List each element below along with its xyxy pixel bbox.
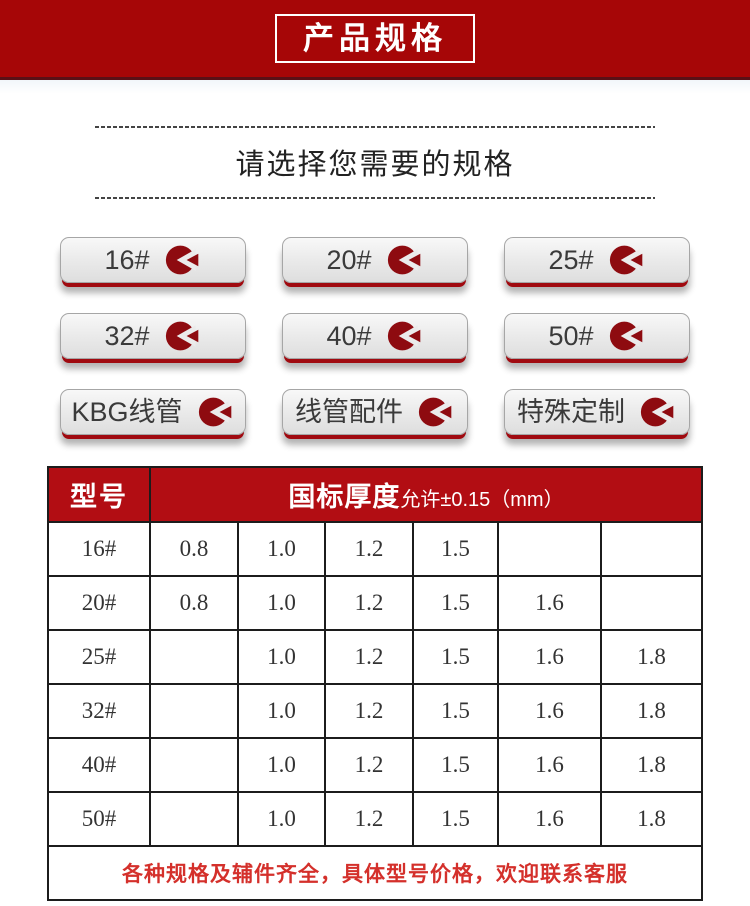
value-cell: 1.2	[323, 737, 414, 793]
spec-button-label: 25#	[548, 244, 594, 275]
table-header-row: 型号 国标厚度允许±0.15（mm）	[46, 466, 704, 523]
value-cell: 1.0	[236, 737, 326, 793]
pie-slice-icon	[197, 394, 235, 430]
value-cell: 1.2	[323, 683, 414, 739]
table-row: 32# 1.0 1.2 1.5 1.6 1.8	[46, 683, 704, 739]
value-cell	[599, 521, 704, 577]
value-cell: 1.5	[411, 683, 499, 739]
value-cell: 1.0	[236, 521, 326, 577]
pie-slice-icon	[386, 242, 424, 278]
value-cell: 1.5	[411, 791, 499, 847]
table-row: 25# 1.0 1.2 1.5 1.6 1.8	[46, 629, 704, 685]
spec-button-pipe-fittings[interactable]: 线管配件	[282, 389, 468, 435]
value-cell: 1.6	[496, 737, 602, 793]
table-footer-cell: 各种规格及辅件齐全，具体型号价格，欢迎联系客服	[46, 845, 704, 901]
spec-button-50[interactable]: 50#	[504, 313, 690, 359]
pie-slice-icon	[417, 394, 455, 430]
model-cell: 32#	[46, 683, 151, 739]
value-cell: 1.6	[496, 791, 602, 847]
spec-button-16[interactable]: 16#	[60, 237, 246, 283]
value-cell	[148, 737, 239, 793]
spec-button-label: 40#	[326, 320, 372, 351]
banner-underglow	[0, 80, 750, 94]
spec-button-40[interactable]: 40#	[282, 313, 468, 359]
dashed-divider-bottom	[95, 197, 655, 199]
spec-button-label: 20#	[326, 244, 372, 275]
model-cell: 16#	[46, 521, 151, 577]
value-cell: 1.2	[323, 575, 414, 631]
value-cell: 1.0	[236, 791, 326, 847]
value-cell: 1.0	[236, 683, 326, 739]
spec-button-25[interactable]: 25#	[504, 237, 690, 283]
spec-button-label: 50#	[548, 320, 594, 351]
thickness-tolerance: 允许±0.15（mm）	[400, 489, 564, 511]
pie-slice-icon	[608, 318, 646, 354]
model-cell: 50#	[46, 791, 151, 847]
model-cell: 40#	[46, 737, 151, 793]
spec-select-section: 请选择您需要的规格	[95, 126, 655, 199]
value-cell: 1.6	[496, 629, 602, 685]
spec-button-32[interactable]: 32#	[60, 313, 246, 359]
spec-button-label: 线管配件	[295, 396, 403, 427]
banner-title-box: 产品规格	[275, 14, 475, 63]
value-cell	[148, 629, 239, 685]
value-cell: 1.2	[323, 629, 414, 685]
value-cell: 0.8	[148, 575, 239, 631]
pie-slice-icon	[386, 318, 424, 354]
table-row: 16# 0.8 1.0 1.2 1.5	[46, 521, 704, 577]
value-cell: 1.0	[236, 629, 326, 685]
spec-button-custom[interactable]: 特殊定制	[504, 389, 690, 435]
contact-service-note: 各种规格及辅件齐全，具体型号价格，欢迎联系客服	[121, 862, 628, 886]
pie-slice-icon	[608, 242, 646, 278]
spec-button-label: KBG线管	[71, 396, 183, 427]
spec-button-grid: 16# 20# 25# 32# 40# 50# KBG线管	[60, 237, 690, 435]
spec-button-kbg-pipe[interactable]: KBG线管	[60, 389, 246, 435]
value-cell: 0.8	[148, 521, 239, 577]
table-row: 40# 1.0 1.2 1.5 1.6 1.8	[46, 737, 704, 793]
section-title: 请选择您需要的规格	[235, 149, 515, 181]
spec-button-label: 32#	[104, 320, 150, 351]
header-banner: 产品规格	[0, 0, 750, 80]
value-cell: 1.2	[323, 791, 414, 847]
value-cell: 1.8	[599, 683, 704, 739]
pie-slice-icon	[164, 242, 202, 278]
value-cell: 1.2	[323, 521, 414, 577]
table-footer-row: 各种规格及辅件齐全，具体型号价格，欢迎联系客服	[46, 845, 704, 901]
model-cell: 20#	[46, 575, 151, 631]
table-row: 50# 1.0 1.2 1.5 1.6 1.8	[46, 791, 704, 847]
thickness-title: 国标厚度	[288, 482, 401, 512]
value-cell: 1.8	[599, 737, 704, 793]
value-cell: 1.8	[599, 629, 704, 685]
value-cell: 1.0	[236, 575, 326, 631]
spec-button-20[interactable]: 20#	[282, 237, 468, 283]
value-cell: 1.6	[496, 575, 602, 631]
value-cell: 1.8	[599, 791, 704, 847]
page-title: 产品规格	[303, 21, 447, 56]
pie-slice-icon	[639, 394, 677, 430]
value-cell: 1.5	[411, 737, 499, 793]
table-row: 20# 0.8 1.0 1.2 1.5 1.6	[46, 575, 704, 631]
value-cell: 1.5	[411, 575, 499, 631]
spec-button-label: 特殊定制	[517, 396, 625, 427]
dashed-divider-top	[95, 126, 655, 128]
table-header-thickness: 国标厚度允许±0.15（mm）	[148, 466, 704, 523]
value-cell	[148, 791, 239, 847]
spec-table: 型号 国标厚度允许±0.15（mm） 16# 0.8 1.0 1.2 1.5 2…	[46, 466, 704, 901]
value-cell	[496, 521, 602, 577]
value-cell: 1.6	[496, 683, 602, 739]
pie-slice-icon	[164, 318, 202, 354]
value-cell	[599, 575, 704, 631]
model-cell: 25#	[46, 629, 151, 685]
value-cell	[148, 683, 239, 739]
value-cell: 1.5	[411, 521, 499, 577]
spec-button-label: 16#	[104, 244, 150, 275]
value-cell: 1.5	[411, 629, 499, 685]
table-header-model: 型号	[46, 466, 151, 523]
